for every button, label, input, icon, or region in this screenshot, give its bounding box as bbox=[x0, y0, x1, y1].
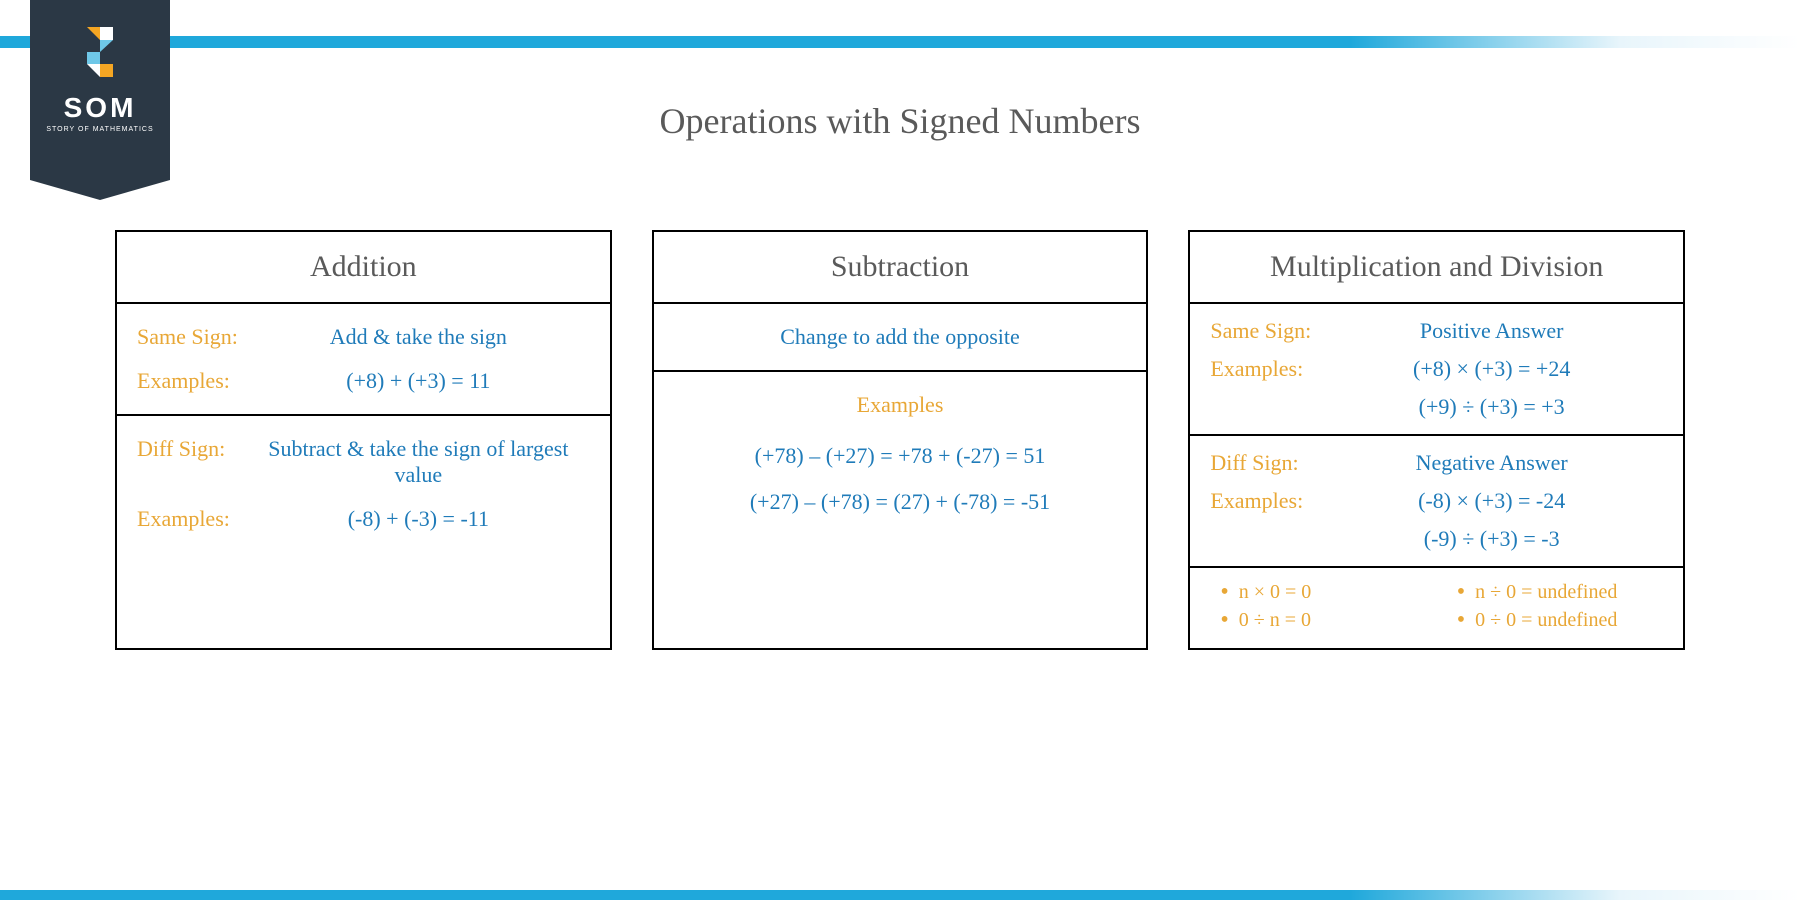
subtraction-header: Subtraction bbox=[654, 232, 1147, 304]
page-title: Operations with Signed Numbers bbox=[660, 100, 1141, 142]
diff-sign-rule: Subtract & take the sign of largest valu… bbox=[267, 436, 590, 488]
bullet-icon: • bbox=[1220, 608, 1228, 632]
md-same-sign-rule: Positive Answer bbox=[1340, 318, 1663, 344]
subtraction-example2: (+27) – (+78) = (27) + (-78) = -51 bbox=[674, 489, 1127, 515]
addition-header: Addition bbox=[117, 232, 610, 304]
multdiv-diff-section: Diff Sign: Negative Answer Examples: (-8… bbox=[1190, 436, 1683, 568]
bullet-icon: • bbox=[1457, 608, 1465, 632]
md-same-example1: (+8) × (+3) = +24 bbox=[1340, 356, 1663, 382]
logo-icon bbox=[75, 27, 125, 77]
bottom-accent-bar bbox=[0, 890, 1800, 900]
bullet-col-left: • n × 0 = 0 • 0 ÷ n = 0 bbox=[1220, 580, 1416, 636]
diff-sign-label: Diff Sign: bbox=[137, 436, 267, 488]
same-examples-label: Examples: bbox=[137, 368, 267, 394]
md-diff-example2: (-9) ÷ (+3) = -3 bbox=[1340, 526, 1663, 552]
md-same-example2: (+9) ÷ (+3) = +3 bbox=[1340, 394, 1663, 420]
bullet-item: • n ÷ 0 = undefined bbox=[1457, 580, 1653, 604]
md-same-examples-label: Examples: bbox=[1210, 356, 1340, 382]
bullet-4: 0 ÷ 0 = undefined bbox=[1475, 609, 1617, 632]
same-sign-rule: Add & take the sign bbox=[267, 324, 590, 350]
multdiv-header: Multiplication and Division bbox=[1190, 232, 1683, 304]
subtraction-examples-section: Examples (+78) – (+27) = +78 + (-27) = 5… bbox=[654, 372, 1147, 535]
multdiv-bullets-section: • n × 0 = 0 • 0 ÷ n = 0 • n ÷ 0 = undefi… bbox=[1190, 568, 1683, 648]
logo-text: SOM bbox=[64, 92, 137, 124]
subtraction-examples-label: Examples bbox=[674, 392, 1127, 418]
md-diff-example1: (-8) × (+3) = -24 bbox=[1340, 488, 1663, 514]
same-example: (+8) + (+3) = 11 bbox=[267, 368, 590, 394]
bullet-item: • 0 ÷ n = 0 bbox=[1220, 608, 1416, 632]
same-sign-label: Same Sign: bbox=[137, 324, 267, 350]
bullet-icon: • bbox=[1457, 580, 1465, 604]
md-diff-examples-label: Examples: bbox=[1210, 488, 1340, 514]
diff-example: (-8) + (-3) = -11 bbox=[267, 506, 590, 532]
md-diff-sign-label: Diff Sign: bbox=[1210, 450, 1340, 476]
md-same-sign-label: Same Sign: bbox=[1210, 318, 1340, 344]
bullet-item: • 0 ÷ 0 = undefined bbox=[1457, 608, 1653, 632]
bullet-3: n ÷ 0 = undefined bbox=[1475, 581, 1617, 604]
multdiv-same-section: Same Sign: Positive Answer Examples: (+8… bbox=[1190, 304, 1683, 436]
bullet-item: • n × 0 = 0 bbox=[1220, 580, 1416, 604]
addition-same-section: Same Sign: Add & take the sign Examples:… bbox=[117, 304, 610, 416]
subtraction-box: Subtraction Change to add the opposite E… bbox=[652, 230, 1149, 650]
subtraction-example1: (+78) – (+27) = +78 + (-27) = 51 bbox=[674, 443, 1127, 469]
spacer bbox=[1210, 526, 1340, 552]
subtraction-rule: Change to add the opposite bbox=[674, 324, 1127, 350]
addition-box: Addition Same Sign: Add & take the sign … bbox=[115, 230, 612, 650]
bullet-icon: • bbox=[1220, 580, 1228, 604]
spacer bbox=[1210, 394, 1340, 420]
logo-subtext: STORY OF MATHEMATICS bbox=[46, 126, 153, 133]
boxes-container: Addition Same Sign: Add & take the sign … bbox=[115, 230, 1685, 650]
subtraction-rule-section: Change to add the opposite bbox=[654, 304, 1147, 372]
bullet-2: 0 ÷ n = 0 bbox=[1239, 609, 1311, 632]
bullet-1: n × 0 = 0 bbox=[1239, 581, 1312, 604]
md-diff-sign-rule: Negative Answer bbox=[1340, 450, 1663, 476]
diff-examples-label: Examples: bbox=[137, 506, 267, 532]
logo-badge: SOM STORY OF MATHEMATICS bbox=[30, 0, 170, 180]
bullet-col-right: • n ÷ 0 = undefined • 0 ÷ 0 = undefined bbox=[1457, 580, 1653, 636]
multdiv-box: Multiplication and Division Same Sign: P… bbox=[1188, 230, 1685, 650]
top-accent-bar bbox=[0, 36, 1800, 48]
addition-diff-section: Diff Sign: Subtract & take the sign of l… bbox=[117, 416, 610, 552]
